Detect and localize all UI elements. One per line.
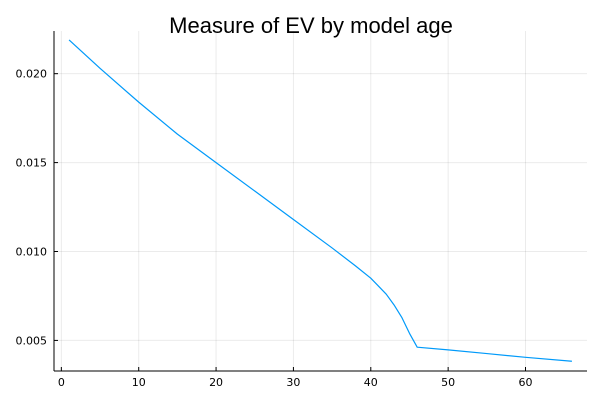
- x-tick-label: 30: [286, 376, 300, 389]
- y-tick-label: 0.015: [16, 157, 48, 170]
- x-tick-label: 40: [364, 376, 378, 389]
- x-tick-label: 0: [58, 376, 65, 389]
- x-tick-label: 60: [519, 376, 533, 389]
- axes-layer: [53, 31, 587, 372]
- x-tick-label: 20: [209, 376, 223, 389]
- y-tick-label: 0.005: [16, 334, 48, 347]
- tick-layer: 0 10 20 30 40 50 60 0.005 0.010 0.015 0.020: [16, 68, 533, 389]
- x-tick-label: 10: [132, 376, 146, 389]
- x-tick-label: 50: [441, 376, 455, 389]
- series-layer: [68, 39, 572, 362]
- y-tick-label: 0.020: [16, 68, 48, 81]
- series-line: [68, 39, 572, 362]
- grid-layer: [54, 31, 587, 371]
- y-tick-label: 0.010: [16, 246, 48, 259]
- chart-title: Measure of EV by model age: [169, 13, 453, 38]
